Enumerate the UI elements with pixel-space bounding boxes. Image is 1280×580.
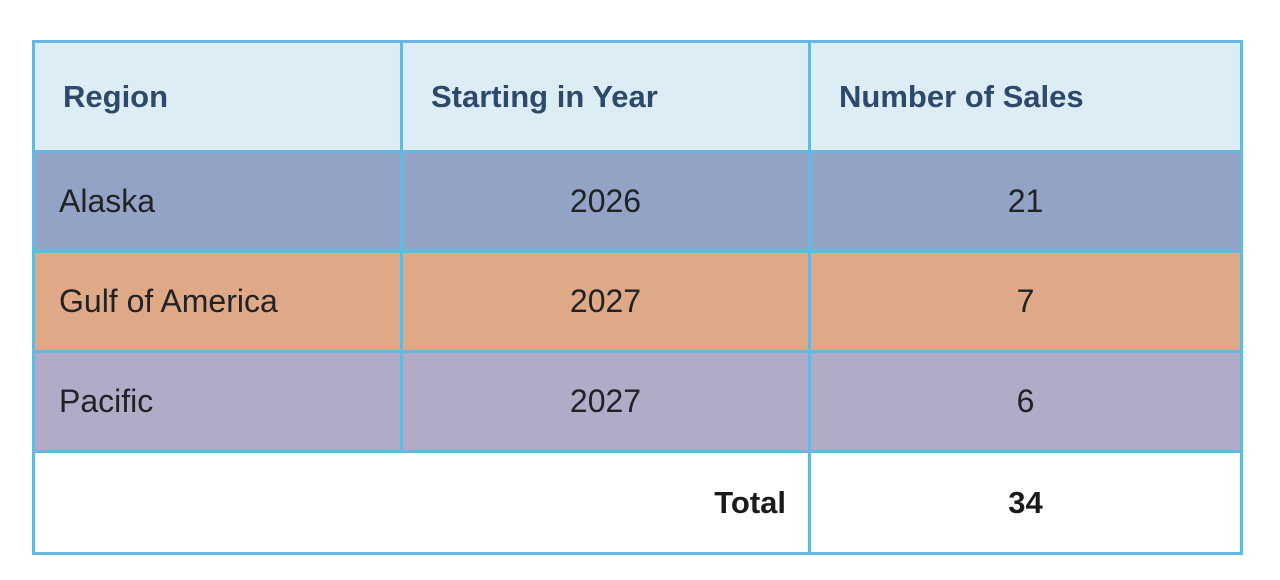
sales-cell: 21 (808, 150, 1243, 253)
column-header-region: Region (32, 40, 403, 153)
region-cell: Alaska (32, 150, 403, 253)
sales-table: Region Starting in Year Number of Sales … (32, 40, 1243, 555)
region-cell: Gulf of America (32, 250, 403, 353)
column-header-number-of-sales: Number of Sales (808, 40, 1243, 153)
table-row: Alaska 2026 21 (32, 150, 1243, 253)
column-header-starting-year: Starting in Year (400, 40, 811, 153)
year-cell: 2027 (400, 250, 811, 353)
table-header-row: Region Starting in Year Number of Sales (32, 40, 1243, 153)
region-cell: Pacific (32, 350, 403, 453)
total-label-cell: Total (32, 450, 811, 555)
year-cell: 2027 (400, 350, 811, 453)
sales-cell: 6 (808, 350, 1243, 453)
table-row: Pacific 2027 6 (32, 350, 1243, 453)
table-total-row: Total 34 (32, 450, 1243, 555)
sales-cell: 7 (808, 250, 1243, 353)
year-cell: 2026 (400, 150, 811, 253)
table-row: Gulf of America 2027 7 (32, 250, 1243, 353)
total-value-cell: 34 (808, 450, 1243, 555)
